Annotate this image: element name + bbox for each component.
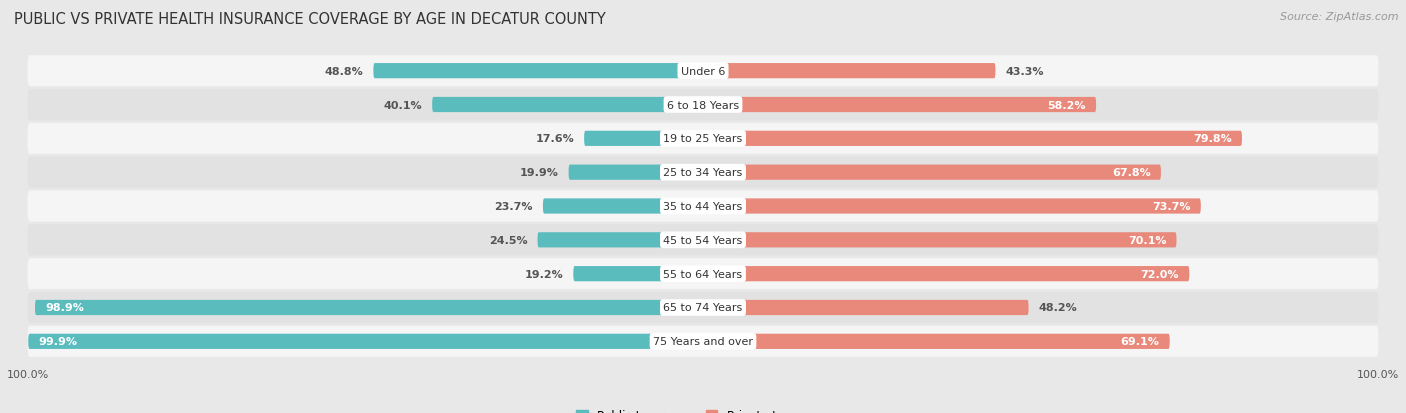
Text: 58.2%: 58.2%: [1047, 100, 1085, 110]
FancyBboxPatch shape: [703, 97, 1097, 113]
FancyBboxPatch shape: [28, 157, 1378, 188]
FancyBboxPatch shape: [568, 165, 703, 180]
FancyBboxPatch shape: [28, 326, 1378, 357]
FancyBboxPatch shape: [432, 97, 703, 113]
Text: 55 to 64 Years: 55 to 64 Years: [664, 269, 742, 279]
FancyBboxPatch shape: [28, 123, 1378, 154]
FancyBboxPatch shape: [28, 259, 1378, 290]
Text: 67.8%: 67.8%: [1112, 168, 1152, 178]
FancyBboxPatch shape: [574, 266, 703, 282]
Legend: Public Insurance, Private Insurance: Public Insurance, Private Insurance: [571, 404, 835, 413]
Text: 6 to 18 Years: 6 to 18 Years: [666, 100, 740, 110]
FancyBboxPatch shape: [703, 165, 1161, 180]
FancyBboxPatch shape: [537, 233, 703, 248]
FancyBboxPatch shape: [374, 64, 703, 79]
FancyBboxPatch shape: [703, 64, 995, 79]
Text: PUBLIC VS PRIVATE HEALTH INSURANCE COVERAGE BY AGE IN DECATUR COUNTY: PUBLIC VS PRIVATE HEALTH INSURANCE COVER…: [14, 12, 606, 27]
FancyBboxPatch shape: [703, 266, 1189, 282]
Text: 23.7%: 23.7%: [495, 202, 533, 211]
FancyBboxPatch shape: [28, 334, 703, 349]
FancyBboxPatch shape: [28, 56, 1378, 87]
Text: 70.1%: 70.1%: [1128, 235, 1167, 245]
FancyBboxPatch shape: [703, 199, 1201, 214]
FancyBboxPatch shape: [28, 90, 1378, 121]
Text: 73.7%: 73.7%: [1152, 202, 1191, 211]
Text: 19.9%: 19.9%: [520, 168, 558, 178]
Text: 40.1%: 40.1%: [384, 100, 422, 110]
Text: 98.9%: 98.9%: [45, 303, 84, 313]
Text: 79.8%: 79.8%: [1194, 134, 1232, 144]
Text: 65 to 74 Years: 65 to 74 Years: [664, 303, 742, 313]
Text: Source: ZipAtlas.com: Source: ZipAtlas.com: [1281, 12, 1399, 22]
FancyBboxPatch shape: [703, 334, 1170, 349]
FancyBboxPatch shape: [28, 225, 1378, 256]
FancyBboxPatch shape: [703, 233, 1177, 248]
Text: 48.8%: 48.8%: [325, 66, 363, 76]
FancyBboxPatch shape: [28, 191, 1378, 222]
Text: 19 to 25 Years: 19 to 25 Years: [664, 134, 742, 144]
Text: 17.6%: 17.6%: [536, 134, 574, 144]
FancyBboxPatch shape: [28, 292, 1378, 323]
Text: 69.1%: 69.1%: [1121, 337, 1160, 347]
Text: 75 Years and over: 75 Years and over: [652, 337, 754, 347]
Text: 19.2%: 19.2%: [524, 269, 564, 279]
Text: 72.0%: 72.0%: [1140, 269, 1180, 279]
FancyBboxPatch shape: [703, 131, 1241, 147]
FancyBboxPatch shape: [543, 199, 703, 214]
FancyBboxPatch shape: [35, 300, 703, 316]
Text: 43.3%: 43.3%: [1005, 66, 1045, 76]
Text: 45 to 54 Years: 45 to 54 Years: [664, 235, 742, 245]
FancyBboxPatch shape: [583, 131, 703, 147]
Text: 35 to 44 Years: 35 to 44 Years: [664, 202, 742, 211]
Text: Under 6: Under 6: [681, 66, 725, 76]
Text: 99.9%: 99.9%: [38, 337, 77, 347]
Text: 48.2%: 48.2%: [1039, 303, 1077, 313]
FancyBboxPatch shape: [703, 300, 1029, 316]
Text: 24.5%: 24.5%: [489, 235, 527, 245]
Text: 25 to 34 Years: 25 to 34 Years: [664, 168, 742, 178]
